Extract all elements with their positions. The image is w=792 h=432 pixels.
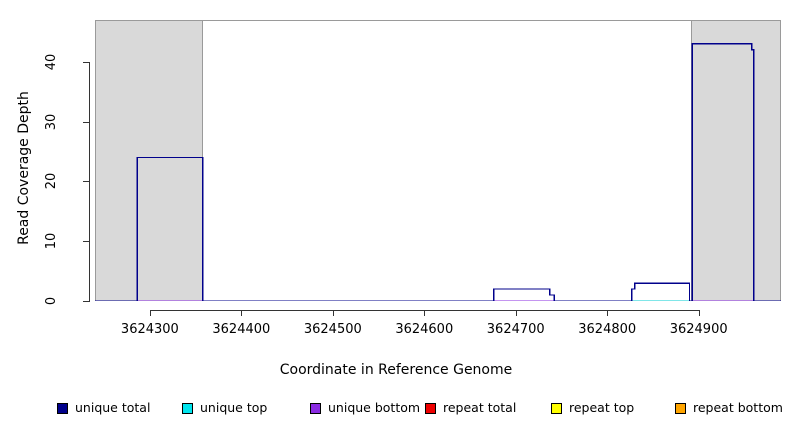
legend-item[interactable]: repeat total bbox=[425, 399, 516, 417]
y-axis-tick-label: 30 bbox=[44, 113, 59, 130]
legend-swatch-icon bbox=[551, 402, 562, 414]
legend-swatch-icon bbox=[675, 402, 686, 414]
series-line bbox=[95, 282, 781, 301]
series-lines bbox=[95, 43, 781, 301]
y-axis-title-wrapper: Read Coverage Depth bbox=[12, 18, 36, 318]
legend-item[interactable]: unique bottom bbox=[310, 399, 420, 417]
y-axis-tick bbox=[83, 241, 89, 243]
legend-swatch-icon bbox=[425, 402, 436, 414]
x-axis-tick-label: 3624600 bbox=[395, 322, 454, 337]
x-axis-tick bbox=[332, 310, 334, 316]
y-axis-tick bbox=[83, 121, 89, 123]
x-axis-tick bbox=[515, 310, 517, 316]
y-axis-tick-label: 0 bbox=[44, 296, 59, 306]
y-axis-tick bbox=[83, 61, 89, 63]
x-axis-tick bbox=[149, 310, 151, 316]
plot-area bbox=[95, 20, 781, 301]
x-axis-tick-label: 3624300 bbox=[120, 322, 179, 337]
legend-item[interactable]: unique total bbox=[57, 399, 150, 417]
y-axis-tick-label: 40 bbox=[44, 53, 59, 71]
x-axis-tick-label: 3624500 bbox=[303, 322, 362, 337]
y-axis-title: Read Coverage Depth bbox=[16, 91, 32, 245]
legend-item[interactable]: repeat bottom bbox=[675, 399, 783, 417]
series-line bbox=[95, 43, 781, 301]
y-axis-tick-label: 20 bbox=[44, 173, 59, 190]
legend-label: repeat top bbox=[569, 400, 635, 415]
shaded-region-edge bbox=[780, 20, 781, 301]
x-axis-tick bbox=[698, 310, 700, 316]
y-axis-tick bbox=[83, 181, 89, 183]
x-axis-tick bbox=[241, 310, 243, 316]
legend-swatch-icon bbox=[310, 402, 321, 414]
x-axis-tick-label: 3624900 bbox=[669, 322, 728, 337]
y-axis-tick bbox=[83, 301, 89, 302]
x-axis-title: Coordinate in Reference Genome bbox=[279, 362, 513, 378]
legend-swatch-icon bbox=[57, 402, 68, 414]
legend-label: repeat bottom bbox=[693, 400, 783, 415]
x-axis-tick-label: 3624400 bbox=[212, 322, 271, 337]
legend-label: unique top bbox=[200, 400, 268, 415]
legend-item[interactable]: unique top bbox=[182, 399, 267, 417]
legend-label: unique total bbox=[75, 400, 151, 415]
x-axis-tick bbox=[607, 310, 609, 316]
legend-label: repeat total bbox=[443, 400, 517, 415]
shaded-region-edge bbox=[95, 20, 96, 301]
shaded-region bbox=[691, 20, 781, 301]
legend-label: unique bottom bbox=[328, 400, 421, 415]
legend: unique total unique top unique bottom repea… bbox=[0, 399, 792, 419]
x-axis-tick bbox=[424, 310, 426, 316]
y-axis-line bbox=[89, 61, 90, 302]
x-axis-tick-label: 3624800 bbox=[578, 322, 637, 337]
legend-item[interactable]: repeat top bbox=[551, 399, 634, 417]
series-line bbox=[95, 43, 781, 301]
x-axis-tick-label: 3624700 bbox=[486, 322, 545, 337]
y-axis-tick-label: 10 bbox=[44, 232, 59, 250]
plot-top-rule bbox=[95, 20, 781, 21]
legend-swatch-icon bbox=[182, 402, 193, 414]
shaded-region bbox=[95, 20, 203, 301]
